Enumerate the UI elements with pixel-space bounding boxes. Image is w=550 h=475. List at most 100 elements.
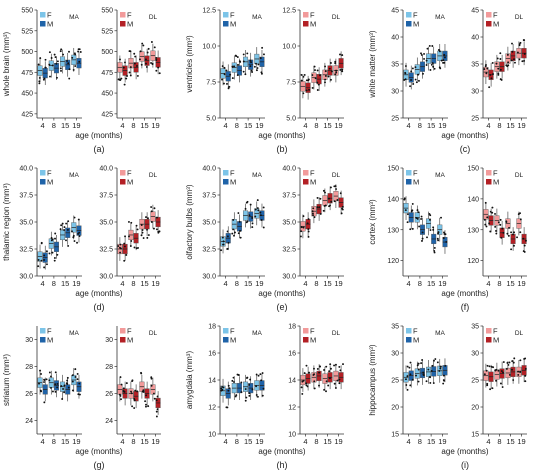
x-tick-label: 19 (438, 121, 446, 130)
data-point (127, 220, 130, 223)
x-tick-label: 15 (140, 437, 148, 446)
data-point (221, 65, 224, 68)
data-point (488, 86, 491, 89)
data-point (329, 62, 332, 64)
x-axis-label: age (months) (441, 289, 488, 298)
data-point (331, 70, 333, 73)
data-point (39, 369, 42, 372)
data-point (423, 52, 426, 55)
data-point (406, 375, 409, 378)
subplot-ma: 30.0 32.5 35.0 37.5 40.0 MA FM 4 8 15 19 (19, 166, 82, 288)
data-point (72, 236, 75, 239)
panel-label: (g) (94, 460, 105, 470)
data-point (499, 68, 502, 71)
data-point (341, 208, 344, 211)
data-point (316, 81, 319, 84)
data-point (50, 386, 52, 389)
data-point (67, 62, 70, 65)
y-tick-label: 15 (471, 432, 479, 439)
y-tick-label: 32.5 (282, 247, 296, 254)
data-point (61, 398, 64, 400)
data-point (432, 382, 435, 384)
group-label: DL (515, 330, 524, 337)
y-tick-label: 28 (25, 364, 33, 371)
data-point (415, 374, 417, 377)
data-point (324, 191, 326, 194)
data-point (129, 50, 132, 53)
data-point (222, 386, 225, 389)
data-point (142, 391, 145, 393)
data-point (328, 377, 331, 380)
data-point (119, 394, 122, 397)
data-point (48, 379, 51, 382)
data-point (442, 374, 445, 377)
legend-label-m: M (413, 336, 419, 345)
data-point (59, 50, 62, 53)
data-point (248, 394, 251, 397)
legend-label-f: F (413, 11, 418, 20)
data-point (150, 41, 153, 43)
data-point (497, 73, 500, 76)
data-point (433, 246, 436, 249)
data-point (78, 235, 81, 238)
legend-swatch-f (120, 328, 126, 334)
data-point (51, 390, 54, 393)
data-point (499, 58, 502, 60)
data-point (483, 218, 486, 221)
legend-label-m: M (127, 20, 133, 29)
data-point (524, 367, 527, 370)
legend-label-m: M (47, 336, 53, 345)
data-point (409, 361, 412, 364)
legend-swatch-m (223, 21, 229, 27)
x-tick-label: 8 (418, 279, 422, 288)
y-tick-label: 130 (387, 227, 399, 234)
data-point (129, 66, 132, 69)
data-point (318, 206, 321, 209)
data-point (54, 371, 57, 374)
legend-swatch-f (40, 328, 46, 334)
y-tick-label: 25 (471, 116, 479, 123)
data-point (439, 67, 442, 70)
data-point (59, 228, 62, 231)
data-point (418, 225, 421, 228)
data-point (512, 379, 515, 381)
data-point (491, 61, 494, 64)
data-point (325, 380, 328, 383)
group-label: MA (69, 14, 79, 21)
data-point (51, 251, 54, 254)
data-point (50, 236, 53, 239)
data-point (129, 74, 132, 77)
data-point (134, 55, 137, 58)
y-tick-label: 5.0 (206, 116, 216, 123)
legend-swatch-f (40, 170, 46, 176)
data-point (311, 212, 314, 215)
data-point (140, 234, 143, 237)
data-point (38, 382, 40, 385)
data-point (429, 68, 432, 71)
x-tick-label: 15 (140, 279, 148, 288)
data-point (485, 63, 487, 66)
data-point (150, 376, 153, 379)
data-point (411, 378, 414, 381)
x-tick-label: 4 (224, 279, 228, 288)
data-point (330, 367, 332, 370)
data-point (123, 390, 126, 393)
x-tick-label: 19 (334, 121, 342, 130)
data-point (420, 215, 423, 218)
data-point (306, 222, 309, 225)
data-point (404, 78, 407, 81)
data-point (339, 68, 342, 71)
legend-label-m: M (310, 178, 316, 187)
data-point (71, 56, 74, 59)
data-point (156, 395, 159, 398)
x-tick-label: 8 (314, 279, 318, 288)
x-tick-label: 15 (323, 437, 331, 446)
data-point (155, 415, 158, 418)
data-point (76, 378, 79, 381)
data-point (54, 232, 57, 235)
x-tick-label: 4 (303, 121, 307, 130)
y-tick-label: 30.0 (282, 274, 296, 281)
data-point (151, 63, 154, 66)
data-point (48, 252, 51, 255)
